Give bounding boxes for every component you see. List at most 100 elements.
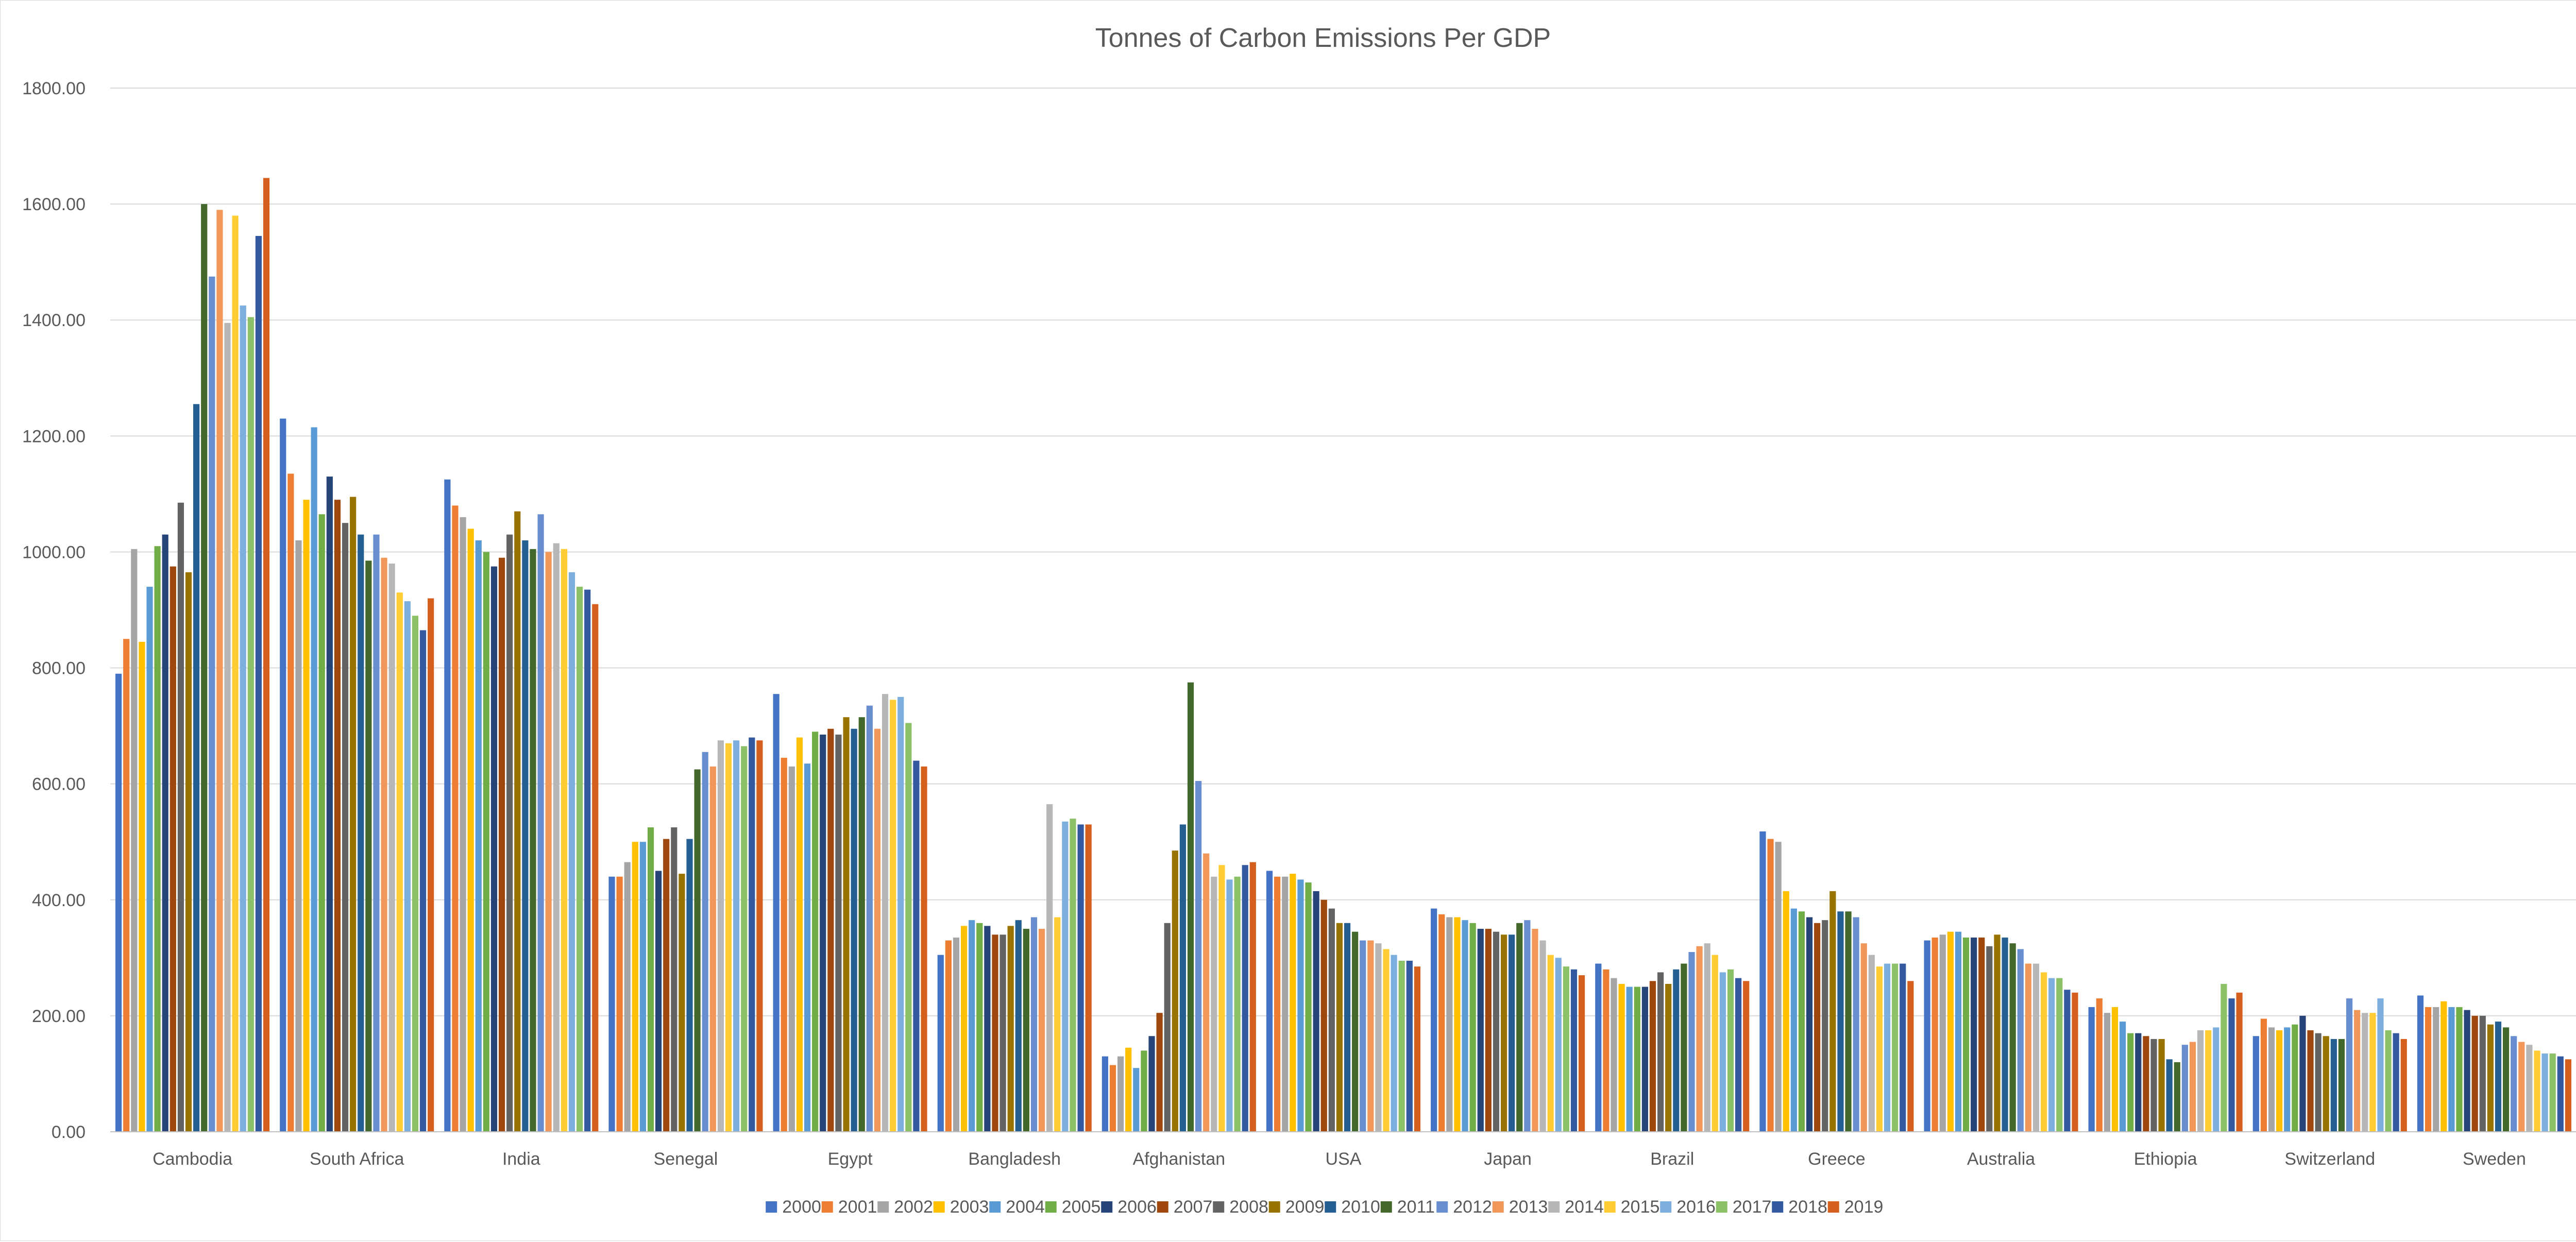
bar-afghanistan-2015: [1218, 865, 1225, 1132]
bar-ethiopia-2007: [2143, 1036, 2149, 1132]
bar-egypt-2015: [890, 700, 896, 1132]
bar-brazil-2008: [1657, 972, 1664, 1132]
legend-swatch-2013: [1492, 1201, 1504, 1213]
bar-australia-2015: [2040, 972, 2047, 1132]
bar-egypt-2010: [851, 728, 857, 1132]
legend-swatch-2010: [1325, 1201, 1336, 1213]
bar-bangladesh-2011: [1023, 929, 1029, 1132]
bars: [115, 178, 2571, 1132]
bar-senegal-2008: [671, 827, 677, 1132]
bar-south-africa-2010: [358, 534, 364, 1132]
bar-ethiopia-2012: [2181, 1045, 2189, 1132]
bar-south-africa-2011: [365, 560, 372, 1132]
legend-label-2005: 2005: [1062, 1197, 1101, 1217]
legend-label-2015: 2015: [1621, 1197, 1660, 1217]
bar-south-africa-2004: [311, 427, 317, 1132]
legend-label-2019: 2019: [1844, 1197, 1884, 1217]
bar-australia-2019: [2072, 992, 2078, 1132]
legend-swatch-2015: [1604, 1201, 1616, 1213]
bar-afghanistan-2007: [1156, 1013, 1163, 1132]
bar-sweden-2018: [2557, 1056, 2564, 1132]
bar-cambodia-2008: [177, 502, 184, 1132]
bar-afghanistan-2011: [1187, 682, 1194, 1132]
bar-south-africa-2005: [318, 514, 325, 1132]
bar-sweden-2000: [2417, 995, 2424, 1132]
bar-egypt-2006: [820, 734, 826, 1132]
bar-australia-2014: [2032, 963, 2040, 1132]
bar-greece-2012: [1853, 917, 1859, 1132]
bar-japan-2011: [1516, 923, 1523, 1132]
bar-india-2014: [553, 543, 560, 1132]
bar-bangladesh-2014: [1046, 804, 1053, 1132]
bar-brazil-2019: [1743, 981, 1750, 1132]
bar-egypt-2018: [913, 760, 920, 1132]
bar-usa-2002: [1282, 876, 1289, 1132]
category-label: Ethiopia: [2134, 1149, 2197, 1169]
bar-south-africa-2019: [428, 598, 434, 1132]
bar-egypt-2016: [897, 696, 904, 1132]
bar-japan-2008: [1493, 931, 1500, 1132]
legend: 2000 2001 2002 2003 2004 2005 2006 2007 2008 2009…: [766, 1197, 1883, 1217]
bar-usa-2004: [1297, 879, 1304, 1132]
bar-brazil-2010: [1673, 969, 1680, 1132]
y-tick-label: 1600.00: [22, 195, 86, 214]
bar-bangladesh-2006: [984, 926, 991, 1132]
bar-ethiopia-2011: [2174, 1062, 2180, 1132]
bar-usa-2006: [1313, 891, 1319, 1132]
bar-greece-2017: [1892, 963, 1899, 1132]
bar-bangladesh-2000: [937, 955, 944, 1132]
y-tick-label: 1200.00: [22, 427, 86, 446]
bar-bangladesh-2013: [1038, 929, 1045, 1132]
bar-afghanistan-2000: [1101, 1056, 1109, 1132]
bar-brazil-2002: [1611, 978, 1617, 1132]
bar-japan-2014: [1539, 940, 1546, 1132]
y-axis-tick-labels: 0.00 200.00 400.00 600.00 800.00 1000.00 1200.…: [22, 79, 86, 1142]
bar-cambodia-2009: [185, 572, 192, 1132]
bar-japan-2009: [1500, 934, 1507, 1132]
bar-japan-2019: [1578, 975, 1585, 1132]
bar-usa-2016: [1391, 955, 1397, 1132]
bar-senegal-2014: [717, 740, 724, 1132]
bar-ethiopia-2009: [2158, 1039, 2165, 1132]
bar-australia-2017: [2056, 978, 2063, 1132]
y-tick-label: 200.00: [32, 1007, 86, 1026]
legend-label-2004: 2004: [1006, 1197, 1045, 1217]
bar-switzerland-2017: [2385, 1030, 2392, 1132]
bar-ethiopia-2004: [2120, 1022, 2126, 1132]
bar-australia-2000: [1924, 940, 1930, 1132]
bar-switzerland-2011: [2338, 1039, 2345, 1132]
bar-cambodia-2012: [209, 276, 215, 1132]
legend-swatch-2001: [821, 1201, 833, 1213]
bar-afghanistan-2005: [1141, 1050, 1147, 1132]
bar-egypt-2012: [866, 705, 873, 1132]
bar-south-africa-2015: [396, 592, 403, 1132]
legend-label-2008: 2008: [1229, 1197, 1268, 1217]
bar-bangladesh-2010: [1015, 920, 1022, 1132]
bar-ethiopia-2019: [2236, 992, 2243, 1132]
legend-label-2000: 2000: [782, 1197, 821, 1217]
y-tick-label: 400.00: [32, 891, 86, 910]
legend-swatch-2002: [877, 1201, 889, 1213]
bar-greece-2008: [1822, 920, 1828, 1132]
bar-brazil-2014: [1704, 943, 1710, 1132]
bar-bangladesh-2015: [1054, 917, 1061, 1132]
bar-usa-2012: [1360, 940, 1366, 1132]
bar-switzerland-2012: [2346, 998, 2353, 1132]
bar-cambodia-2007: [170, 566, 176, 1132]
bar-switzerland-2006: [2299, 1015, 2306, 1132]
bar-senegal-2018: [749, 737, 755, 1132]
bar-japan-2004: [1462, 920, 1468, 1132]
bar-ethiopia-2016: [2213, 1027, 2219, 1132]
bar-south-africa-2006: [326, 477, 333, 1132]
bar-sweden-2007: [2471, 1015, 2478, 1132]
bar-australia-2010: [2002, 937, 2008, 1132]
bar-switzerland-2016: [2377, 998, 2384, 1132]
bar-brazil-2003: [1618, 983, 1625, 1132]
legend-label-2016: 2016: [1676, 1197, 1716, 1217]
bar-afghanistan-2013: [1203, 853, 1210, 1132]
bar-japan-2000: [1431, 908, 1437, 1132]
bar-afghanistan-2006: [1148, 1036, 1155, 1132]
bar-switzerland-2018: [2393, 1033, 2399, 1132]
